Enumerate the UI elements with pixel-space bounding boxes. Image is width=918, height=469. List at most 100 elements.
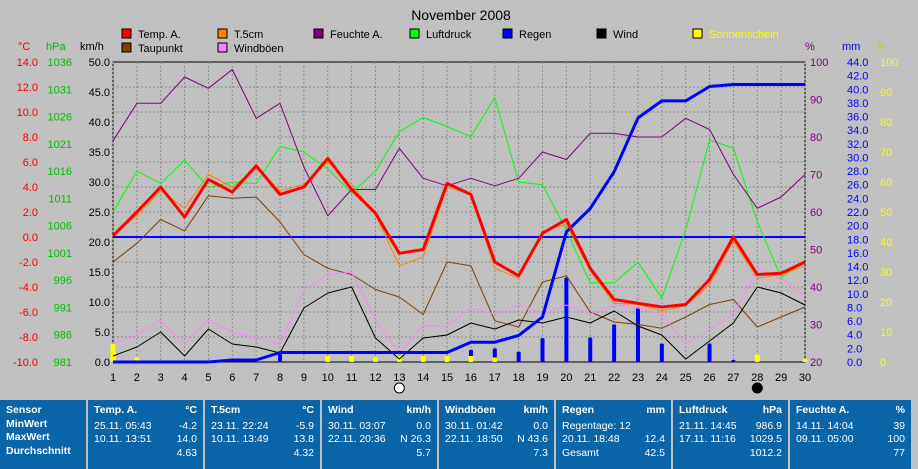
- sunshine-bar: [110, 344, 116, 362]
- stats-cell-value: 1029.5: [749, 433, 782, 445]
- label-minwert: MinWert: [6, 417, 48, 430]
- stats-cell-date-time: 17.11. 11:16: [679, 433, 736, 445]
- x-tick-label: 15: [441, 372, 453, 384]
- stats-column-unit: °C: [185, 404, 197, 416]
- series-line-temp-a: [111, 156, 806, 309]
- stats-row: Gesamt 42.5: [562, 447, 665, 461]
- x-tick-label: 30: [799, 372, 811, 384]
- stats-column-header: T.5cm °C: [211, 404, 314, 418]
- sunshine-bar: [492, 357, 498, 362]
- stats-cell-date-time: 23.11. 22:24: [211, 419, 269, 432]
- series-line-feuchte-a: [112, 69, 806, 217]
- x-tick-label: 9: [301, 372, 307, 384]
- stats-cell-value: 14.0: [176, 433, 197, 445]
- x-tick-label: 17: [489, 372, 501, 384]
- stats-cell-value: 42.5: [644, 446, 665, 459]
- sunshine-bar: [372, 357, 378, 362]
- rain-daily-bar: [564, 277, 569, 362]
- x-tick-label: 6: [229, 372, 235, 384]
- rain-axis-tick-label: 42.0: [847, 71, 868, 83]
- label-maxwert: MaxWert: [6, 431, 50, 443]
- stats-cell-date-time: 22.11. 20:36: [328, 433, 386, 445]
- rain-axis-tick-label: 32.0: [847, 139, 868, 151]
- stats-cell-value: 0.0: [416, 419, 431, 432]
- stats-row: 1012.2: [679, 447, 782, 461]
- rain-axis-unit: mm: [842, 41, 860, 53]
- humidity-axis-tick-label: 50: [810, 245, 822, 257]
- chart-title: November 2008: [411, 7, 511, 23]
- stats-column-title: Windböen: [445, 404, 496, 416]
- rain-daily-bar: [516, 351, 521, 362]
- stats-column-title: T.5cm: [211, 404, 241, 416]
- stats-cell-date-time: 30.11. 03:07: [328, 419, 386, 432]
- x-tick-label: 16: [465, 372, 477, 384]
- stats-column-title: Regen: [562, 404, 595, 416]
- stats-row: 7.3: [445, 447, 548, 461]
- legend-swatch: [217, 28, 228, 39]
- pressure-axis-tick-label: 1001: [48, 248, 72, 260]
- sunshine-axis-tick-label: 100: [880, 57, 898, 69]
- stats-column-unit: %: [895, 404, 905, 416]
- x-tick-label: 8: [277, 372, 283, 384]
- label-sensor: Sensor: [6, 404, 42, 416]
- stats-column: T.5cm °C 23.11. 22:24 -5.9 10.11. 13:49 13.8 4…: [205, 400, 320, 469]
- stats-row: 10.11. 13:49 13.8: [211, 433, 314, 447]
- legend-swatch: [313, 28, 324, 39]
- temp-axis-unit: °C: [18, 41, 30, 53]
- stats-cell-value: 13.8: [293, 433, 314, 445]
- wind-axis-tick-label: 35.0: [89, 147, 110, 159]
- stats-cell-value: 5.7: [416, 446, 431, 459]
- humidity-axis-tick-label: 20: [810, 357, 822, 369]
- pressure-axis-tick-label: 1026: [48, 112, 72, 124]
- rain-axis-tick-label: 4.0: [847, 330, 862, 342]
- x-tick-label: 22: [608, 372, 620, 384]
- temp-axis-tick-label: 6.0: [23, 157, 38, 169]
- stats-cell-value: 0.0: [533, 419, 548, 432]
- stats-row: 10.11. 13:51 14.0: [94, 433, 197, 447]
- stats-cell-date-time: 20.11. 18:48: [562, 433, 620, 445]
- stats-column: Luftdruck hPa 21.11. 14:45 986.9 17.11. 11:1…: [673, 400, 788, 469]
- x-tick-label: 18: [513, 372, 525, 384]
- x-tick-label: 7: [253, 372, 259, 384]
- stats-row: 14.11. 14:04 39: [796, 420, 905, 434]
- temp-axis-tick-label: 12.0: [17, 82, 38, 94]
- rain-axis-tick-label: 2.0: [847, 343, 862, 355]
- stats-row: Regentage: 12: [562, 420, 665, 434]
- stats-row: 4.32: [211, 447, 314, 461]
- stats-column-title: Wind: [328, 404, 354, 416]
- stats-row: 17.11. 11:16 1029.5: [679, 433, 782, 447]
- wind-axis-tick-label: 45.0: [89, 87, 110, 99]
- series-line-taupunkt: [112, 195, 806, 329]
- wind-axis-tick-label: 25.0: [89, 207, 110, 219]
- sunshine-bar: [349, 356, 355, 362]
- wind-axis-tick-label: 10.0: [89, 297, 110, 309]
- wind-axis-tick-label: 20.0: [89, 237, 110, 249]
- x-tick-label: 19: [536, 372, 548, 384]
- stats-column-header: Feuchte A.%: [796, 404, 905, 418]
- statistics-table: Sensor MinWert MaxWert Durchschnitt Temp…: [0, 400, 918, 469]
- stats-row-labels: Sensor MinWert MaxWert Durchschnitt: [0, 400, 86, 469]
- stats-column-title: Temp. A.: [94, 404, 138, 416]
- stats-column: Windböen km/h 30.11. 01:42 0.0 22.11. 18:50 N…: [439, 400, 554, 469]
- stats-row: 25.11. 05:43 -4.2: [94, 420, 197, 434]
- stats-cell-value: 77: [893, 446, 905, 459]
- stats-column-header: Luftdruck hPa: [679, 404, 782, 418]
- stats-column-title: Luftdruck: [679, 404, 728, 416]
- rain-axis-tick-label: 18.0: [847, 234, 868, 246]
- temp-axis-tick-label: -8.0: [19, 332, 38, 344]
- rain-daily-bar: [707, 343, 712, 362]
- x-tick-label: 11: [346, 372, 357, 384]
- legend-swatch: [121, 42, 132, 53]
- temp-axis-tick-label: -10.0: [13, 357, 38, 369]
- x-tick-label: 2: [134, 372, 140, 384]
- legend-label: Luftdruck: [426, 29, 472, 41]
- stats-row: 21.11. 14:45 986.9: [679, 420, 782, 434]
- stats-row: 22.11. 20:36 N 26.3: [328, 433, 431, 447]
- legend-label: Sonnenschein: [709, 29, 779, 41]
- label-durchschnitt: Durchschnitt: [6, 444, 71, 457]
- stats-cell-value: N 43.6: [517, 433, 548, 445]
- wind-axis-tick-label: 0.0: [95, 357, 110, 369]
- stats-row: 4.63: [94, 447, 197, 461]
- x-tick-label: 26: [703, 372, 715, 384]
- rain-axis-tick-label: 38.0: [847, 98, 868, 110]
